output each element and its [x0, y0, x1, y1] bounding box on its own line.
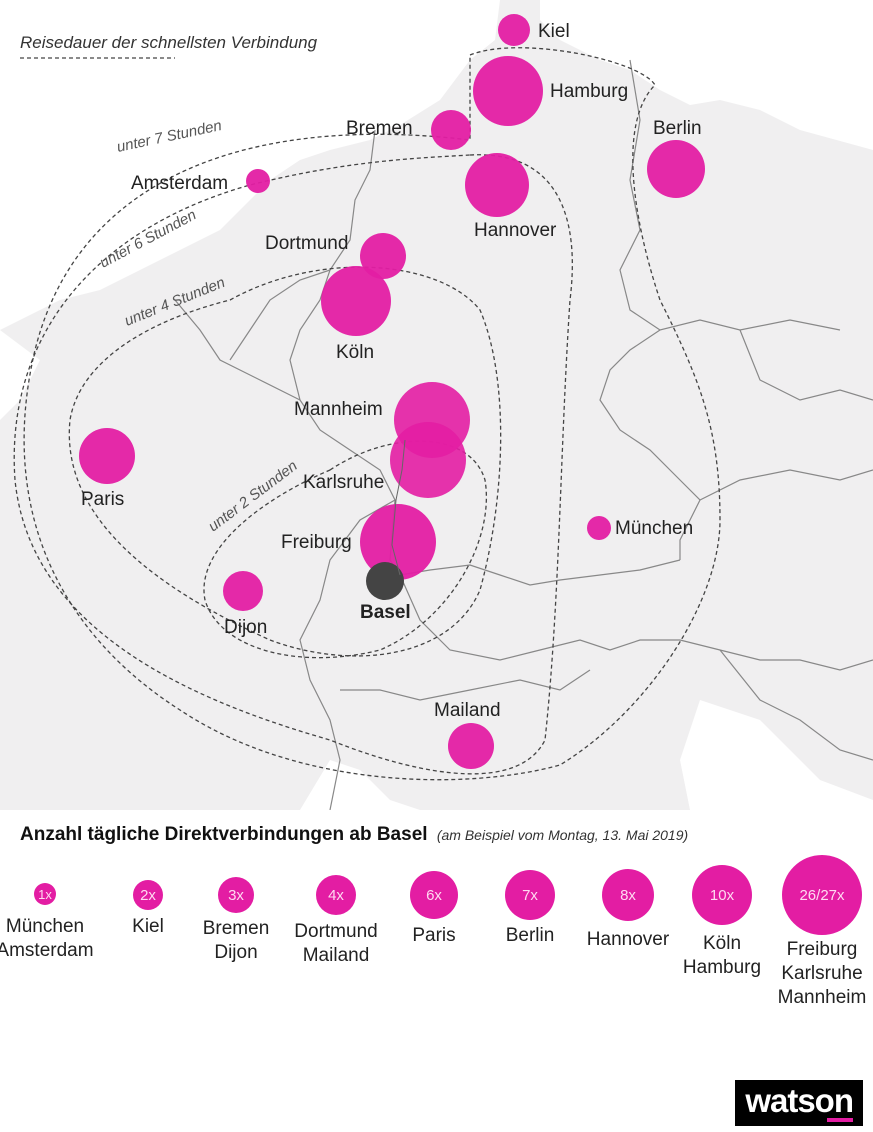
map: unter 7 Stunden unter 6 Stunden unter 4 …	[0, 0, 873, 810]
label-paris: Paris	[81, 489, 124, 510]
bubble-hannover	[465, 153, 529, 217]
legend-names-10x: Köln Hamburg	[683, 932, 761, 980]
label-mannheim: Mannheim	[294, 399, 383, 420]
label-berlin: Berlin	[653, 118, 702, 139]
legend-bubble-7x: 7x	[505, 870, 555, 920]
label-mailand: Mailand	[434, 700, 501, 721]
city-bubbles	[79, 14, 705, 769]
zone-6h	[13, 154, 573, 775]
legend-city: Hamburg	[682, 957, 762, 978]
legend-bubble-26-27x: 26/27x	[782, 855, 862, 935]
label-dortmund: Dortmund	[265, 233, 348, 254]
bubble-karlsruhe	[390, 422, 466, 498]
zone-7h	[23, 47, 721, 781]
bubble-dijon	[223, 571, 263, 611]
legend-title: Anzahl tägliche Direktverbindungen ab Ba…	[20, 824, 428, 845]
legend-names-6x: Paris	[412, 924, 455, 948]
legend-city: Mannheim	[777, 987, 867, 1008]
legend-names-2x: Kiel	[132, 915, 164, 939]
watson-logo-accent	[827, 1118, 854, 1122]
legend-city: München	[5, 916, 85, 937]
bubble-paris	[79, 428, 135, 484]
legend-names-7x: Berlin	[506, 924, 555, 948]
bubble-freiburg	[360, 504, 436, 580]
legend-names-26-27x: Freiburg Karlsruhe Mannheim	[778, 938, 867, 1010]
label-hamburg: Hamburg	[550, 81, 628, 102]
legend-subtitle: (am Beispiel vom Montag, 13. Mai 2019)	[436, 827, 689, 843]
bubble-dortmund	[360, 233, 406, 279]
legend-bubble-1x: 1x	[34, 883, 56, 905]
label-amsterdam: Amsterdam	[131, 173, 228, 194]
label-basel: Basel	[360, 602, 411, 623]
rhine-river	[391, 439, 406, 576]
atlantic-sea	[0, 330, 40, 420]
label-muenchen: München	[615, 518, 693, 539]
legend-names-4x: Dortmund Mailand	[294, 920, 377, 968]
label-bremen: Bremen	[346, 118, 413, 139]
bubble-berlin	[647, 140, 705, 198]
label-dijon: Dijon	[224, 617, 267, 638]
label-karlsruhe: Karlsruhe	[303, 472, 384, 493]
label-hannover: Hannover	[474, 220, 557, 241]
legend-city: Köln	[702, 933, 742, 954]
watson-logo-text: watson	[745, 1082, 854, 1119]
legend-city: Karlsruhe	[781, 963, 863, 984]
legend-city: Mailand	[302, 945, 370, 966]
bubble-mailand	[448, 723, 494, 769]
legend-bubble-8x: 8x	[602, 869, 654, 921]
label-koeln: Köln	[336, 342, 374, 363]
bubble-kiel	[498, 14, 530, 46]
legend-names-8x: Hannover	[587, 928, 669, 952]
baltic-sea	[540, 0, 873, 150]
legend-city: Dijon	[214, 942, 258, 963]
north-sea	[0, 0, 500, 330]
bubble-amsterdam	[246, 169, 270, 193]
legend-city: Amsterdam	[0, 940, 94, 961]
legend-names-1x: München Amsterdam	[0, 915, 94, 963]
bubble-koeln	[321, 266, 391, 336]
bubble-muenchen	[587, 516, 611, 540]
origin-basel	[366, 562, 404, 600]
legend-city: Dortmund	[294, 921, 378, 942]
legend-bubble-3x: 3x	[218, 877, 254, 913]
adriatic-sea	[680, 700, 873, 810]
label-freiburg: Freiburg	[281, 532, 352, 553]
legend-bubble-4x: 4x	[316, 875, 356, 915]
legend-bubble-2x: 2x	[133, 880, 163, 910]
legend-names-3x: Bremen Dijon	[203, 917, 270, 965]
watson-logo: watson	[735, 1080, 863, 1126]
legend-bubble-10x: 10x	[692, 865, 752, 925]
bubble-bremen	[431, 110, 471, 150]
travel-time-zones	[13, 47, 721, 781]
legend-bubble-6x: 6x	[410, 871, 458, 919]
bubble-hamburg	[473, 56, 543, 126]
legend-heading: Anzahl tägliche Direktverbindungen ab Ba…	[20, 824, 688, 846]
legend-city: Freiburg	[786, 939, 858, 960]
connections-legend: Anzahl tägliche Direktverbindungen ab Ba…	[0, 810, 873, 1132]
mediterranean-sea	[300, 760, 420, 810]
label-kiel: Kiel	[538, 21, 570, 42]
legend-city: Kiel	[132, 916, 164, 937]
legend-city: Berlin	[505, 925, 555, 946]
travel-time-legend-label: Reisedauer der schnellsten Verbindung	[20, 33, 318, 52]
legend-city: Bremen	[202, 918, 270, 939]
legend-city: Paris	[412, 925, 456, 946]
legend-city: Hannover	[586, 929, 670, 950]
